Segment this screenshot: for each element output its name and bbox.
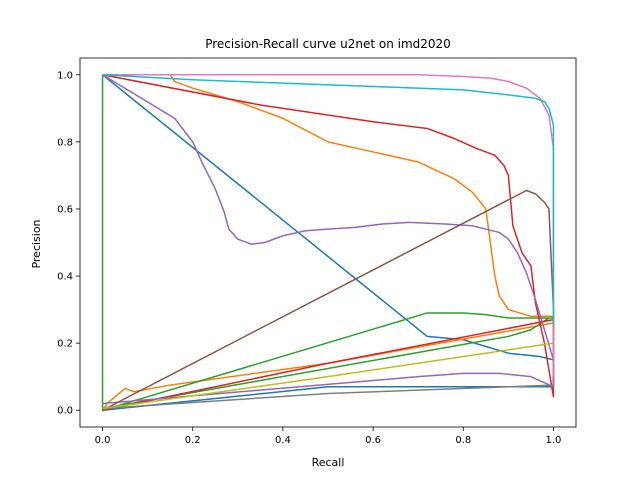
x-axis-ticks: 0.0 0.2 0.4 0.6 0.8 1.0 — [95, 427, 562, 446]
x-tick-label: 0.8 — [455, 435, 471, 446]
y-tick-label: 0.2 — [57, 339, 73, 350]
x-tick-label: 0.6 — [365, 435, 381, 446]
y-tick-label: 0.6 — [57, 204, 73, 215]
plot-lines — [101, 74, 555, 411]
series-line-10 — [102, 74, 555, 327]
chart-title: Precision-Recall curve u2net on imd2020 — [205, 37, 451, 51]
plot-frame — [79, 57, 577, 428]
x-tick-label: 0.4 — [275, 435, 291, 446]
y-axis-label: Precision — [30, 219, 43, 268]
x-tick-label: 0.0 — [95, 435, 111, 446]
series-line-8 — [102, 384, 554, 410]
x-axis-label: Recall — [312, 456, 345, 469]
x-tick-label: 1.0 — [546, 435, 562, 446]
series-line-9 — [102, 342, 554, 410]
y-axis-ticks: 0.0 0.2 0.4 0.6 0.8 1.0 — [57, 70, 80, 417]
series-line-7 — [102, 74, 555, 377]
y-tick-label: 1.0 — [57, 70, 73, 81]
series-line-1 — [102, 74, 555, 411]
x-tick-label: 0.2 — [185, 435, 201, 446]
y-tick-label: 0.0 — [57, 406, 73, 417]
series-line-5 — [102, 74, 555, 405]
y-tick-label: 0.8 — [57, 137, 73, 148]
y-tick-label: 0.4 — [57, 272, 73, 283]
series-line-3 — [101, 74, 555, 411]
